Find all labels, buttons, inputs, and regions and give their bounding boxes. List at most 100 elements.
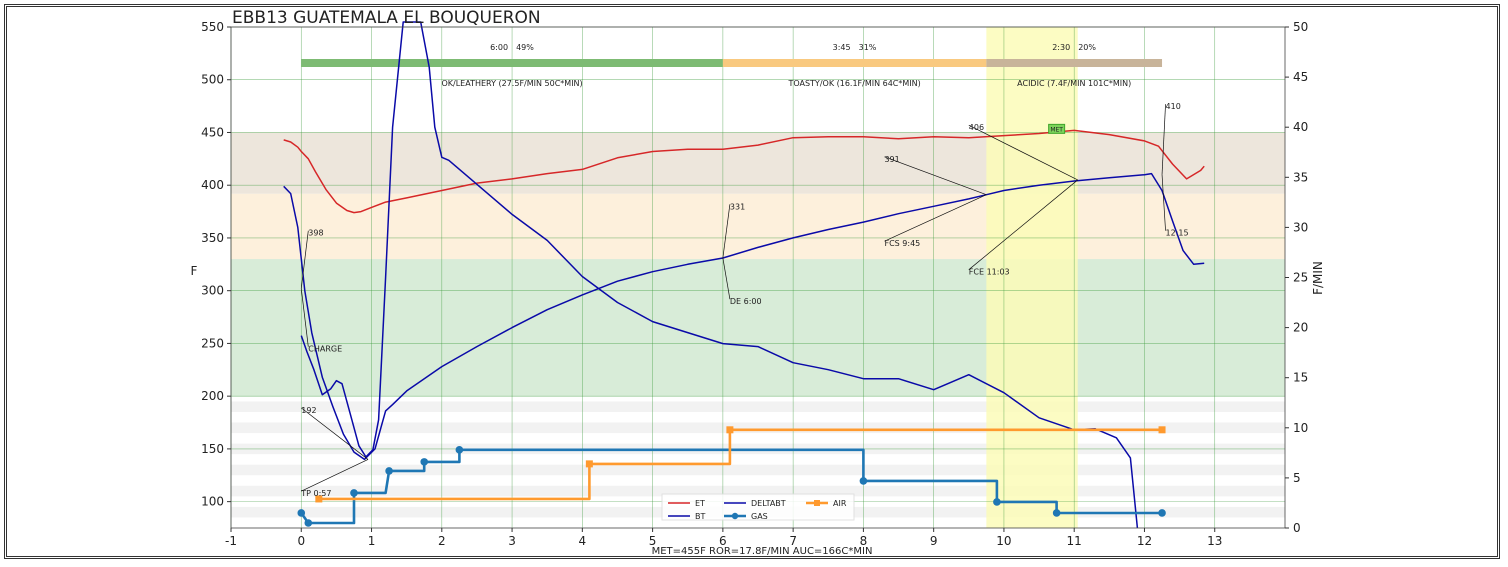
gas-marker [350,489,358,497]
gas-marker [455,446,464,454]
gas-marker [420,458,429,466]
air-marker [1158,426,1166,434]
phase-time: 6:00 [490,43,508,52]
annotation-label: 12:15 [1166,229,1189,238]
axes: -1 0 1 2 3 4 5 6 7 8 9 10 11 12 1310015020025030035040… [201,20,1308,548]
annotation-label: 406 [969,123,984,132]
y-tick-label-right: 10 [1293,421,1308,435]
series-line-air [318,428,1162,501]
x-tick-label: 1 [368,534,376,548]
series-layer [283,21,1205,529]
footer-stats: MET=455F ROR=17.8F/MIN AUC=166C*MIN [652,546,873,557]
x-tick-label: 4 [579,534,587,548]
x-tick-label: 13 [1207,534,1222,548]
phase-time: 2:30 [1052,43,1070,52]
series-line-deltabt [300,21,1139,529]
x-tick-label: 5 [649,534,657,548]
x-tick-label: 10 [996,534,1011,548]
gas-marker [859,477,868,485]
first-crack-highlight [986,27,1078,528]
x-tick-label: 11 [1067,534,1082,548]
phase-percent: 49% [516,43,534,52]
annotation-label: DE 6:00 [730,297,762,306]
legend-label: GAS [751,512,768,521]
gas-marker [385,467,393,475]
annotation-label: FCE 11:03 [969,268,1010,277]
gas-marker [993,498,1001,506]
y-tick-label-right: 20 [1293,321,1308,335]
phase-bar [722,59,987,67]
annotation-line [884,156,987,196]
annotation-line [301,407,369,460]
green-zone [231,259,1285,397]
y-tick-label-left: 150 [201,442,224,456]
y-tick-label-left: 400 [201,178,224,192]
x-tick-label: 8 [860,534,868,548]
phase-bar [986,59,1163,67]
light-stripe [231,485,1285,497]
grid [230,26,1285,528]
y-tick-label-right: 40 [1293,120,1308,134]
light-stripe [231,401,1285,412]
legend-label: BT [695,512,705,521]
annotation-label: 410 [1166,102,1181,111]
annotation-line [968,124,1078,181]
phase-time: 3:45 [833,43,851,52]
legend-label: ET [695,499,705,508]
x-tick-label: 2 [438,534,446,548]
y-tick-label-left: 550 [201,20,224,34]
annotation-label: TP 0:57 [300,489,331,498]
met-badge [1048,123,1066,134]
annotation-label: 391 [884,155,899,164]
chart-title: EBB13 GUATEMALA EL BOUQUERON [232,8,541,28]
x-tick-label: -1 [225,534,237,548]
phase-bars: 6:00 49% OK/LEATHERY (27.5F/MIN 50C*MIN) 3:… [301,43,1163,88]
air-marker [585,460,593,468]
air-marker [726,426,734,434]
y-tick-label-right: 30 [1293,220,1308,234]
y-tick-label-right: 15 [1293,371,1308,385]
y-tick-label-left: 250 [201,336,224,350]
annotation-line [1161,104,1166,175]
light-stripe [231,422,1285,434]
legend: ET BT DELTABT GAS AIR [661,493,855,521]
met-badge-label: MET [1050,126,1063,133]
annotation-line [722,204,731,259]
annotation-line [300,288,309,347]
legend-label: DELTABT [751,499,786,508]
light-stripe [231,464,1285,476]
series-line-bt [283,172,1205,461]
background-bands [231,27,1285,528]
annotation-label: CHARGE [308,345,342,354]
y-tick-label-right: 45 [1293,70,1308,84]
y-tick-label-right: 35 [1293,170,1308,184]
legend-marker [731,512,739,520]
annotation-line [301,459,369,492]
annotation-line [1161,174,1166,231]
gas-marker [304,519,313,527]
phase-percent: 31% [859,43,877,52]
x-tick-label: 12 [1137,534,1152,548]
legend-label: AIR [833,499,847,508]
legend-marker [814,500,820,506]
annotation-label: FCS 9:45 [884,239,920,248]
y-tick-label-right: 0 [1293,521,1301,535]
x-tick-label: 7 [789,534,797,548]
gas-marker [1158,509,1166,517]
y-axis-label-left: F [191,264,198,278]
x-tick-label: 0 [297,534,305,548]
legend-box [661,493,855,521]
phase-bar [301,59,723,67]
y-tick-label-right: 50 [1293,20,1308,34]
annotation-line [968,179,1078,270]
air-marker [315,495,323,503]
y-tick-label-left: 100 [201,495,224,509]
annotations: MET 398 CHARGE 192 TP 0:57 331 DE 6:00 391 FCS 9… [300,102,1188,498]
y-tick-label-right: 5 [1293,471,1301,485]
annotation-label: 192 [301,406,316,415]
x-tick-label: 6 [719,534,727,548]
y-tick-label-left: 350 [201,231,224,245]
gas-marker [1052,509,1061,517]
y-tick-label-left: 450 [201,125,224,139]
